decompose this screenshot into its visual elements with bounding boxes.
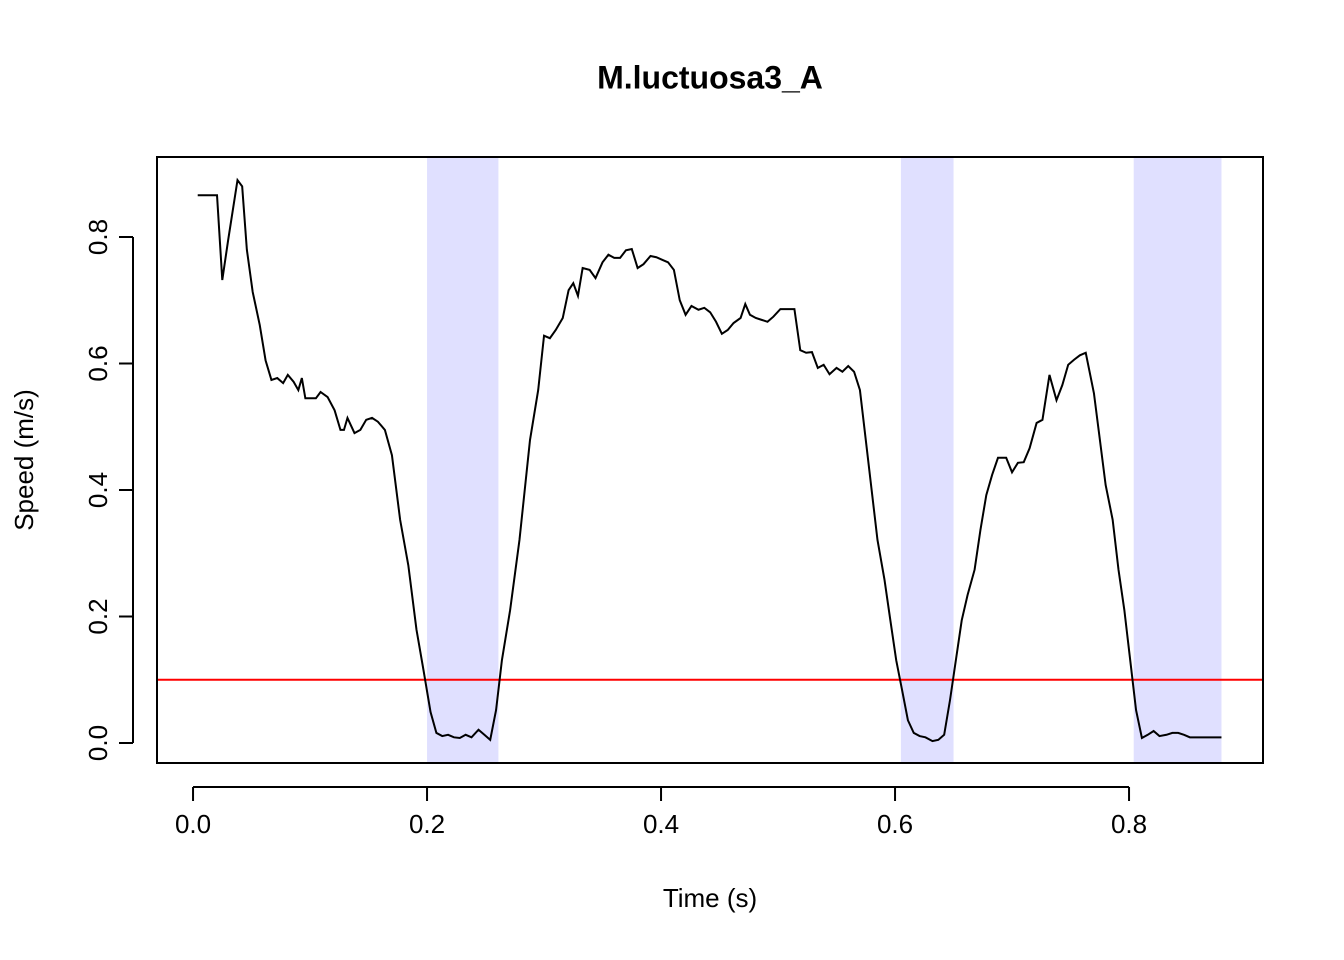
x-tick-label: 0.6 bbox=[877, 809, 913, 839]
x-tick-label: 0.2 bbox=[409, 809, 445, 839]
chart-title: M.luctuosa3_A bbox=[597, 59, 823, 95]
x-axis-label: Time (s) bbox=[663, 883, 757, 913]
plot-frame bbox=[156, 156, 1264, 764]
y-tick-label: 0.4 bbox=[83, 472, 113, 508]
highlight-band bbox=[427, 157, 499, 763]
y-tick-label: 0.6 bbox=[83, 345, 113, 381]
speed-line bbox=[197, 177, 1222, 743]
highlight-band bbox=[900, 157, 954, 763]
x-tick-label: 0.0 bbox=[175, 809, 211, 839]
x-tick-label: 0.8 bbox=[1111, 809, 1147, 839]
y-tick-label: 0.2 bbox=[83, 598, 113, 634]
y-axis-label: Speed (m/s) bbox=[9, 389, 39, 531]
highlight-band bbox=[1133, 157, 1222, 763]
x-tick-label: 0.4 bbox=[643, 809, 679, 839]
y-tick-label: 0.0 bbox=[83, 725, 113, 761]
y-tick-label: 0.8 bbox=[83, 219, 113, 255]
